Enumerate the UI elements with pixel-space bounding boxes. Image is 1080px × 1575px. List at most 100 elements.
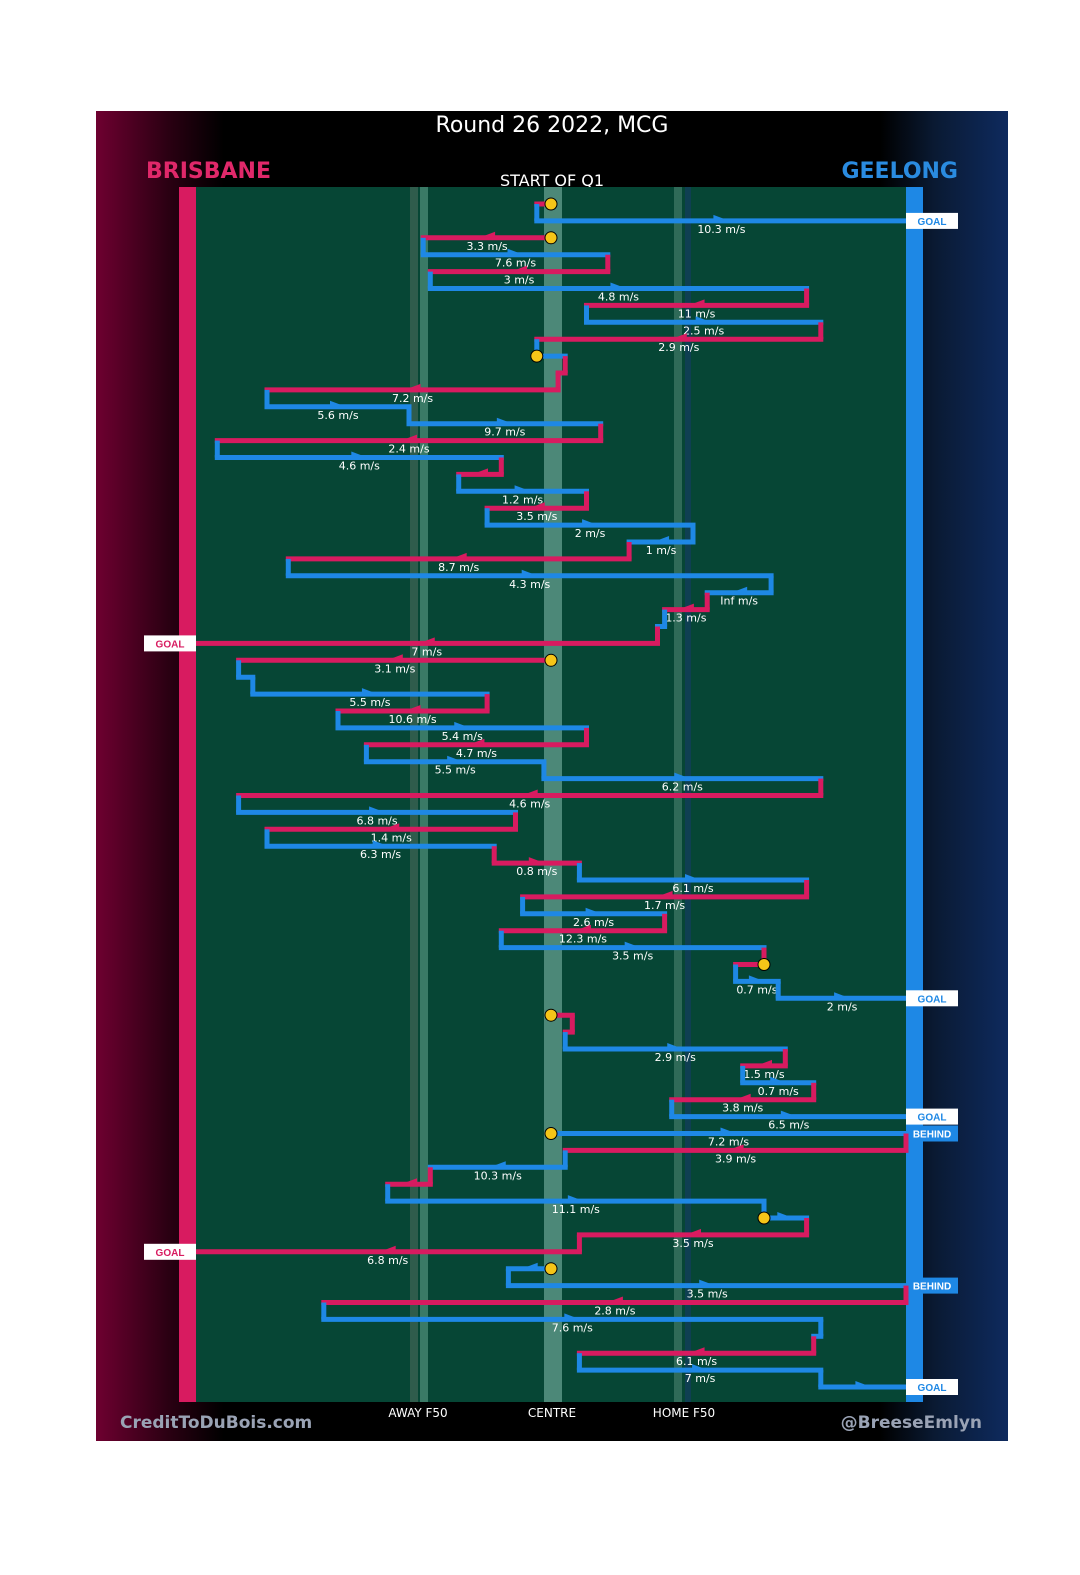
speed-label: 1.5 m/s: [743, 1068, 784, 1081]
speed-label: 3.5 m/s: [516, 510, 557, 523]
direction-arrow: [567, 1195, 584, 1202]
direction-arrow: [606, 1296, 623, 1303]
speed-label: 2.6 m/s: [573, 916, 614, 929]
stoppage-marker: [544, 1127, 558, 1140]
stoppage-marker: [544, 231, 558, 245]
direction-arrow: [404, 705, 421, 711]
speed-label: 5.5 m/s: [349, 696, 390, 709]
direction-arrow: [418, 637, 435, 644]
speed-label: 4.6 m/s: [339, 460, 380, 473]
direction-arrow: [656, 890, 673, 897]
speed-label: 3.5 m/s: [672, 1237, 713, 1250]
direction-arrow: [379, 1245, 396, 1252]
direction-arrow: [855, 1381, 872, 1387]
direction-arrow: [770, 1076, 787, 1083]
direction-arrow: [369, 806, 386, 813]
direction-arrow: [674, 772, 691, 779]
speed-label: 7 m/s: [685, 1372, 716, 1385]
result-tag-box: [906, 1125, 958, 1142]
direction-arrow: [521, 569, 538, 576]
direction-arrow: [610, 282, 627, 289]
direction-arrow: [734, 1093, 751, 1100]
direction-arrow: [653, 536, 670, 542]
direction-arrow: [834, 992, 851, 999]
direction-arrow: [720, 1127, 737, 1134]
direction-arrow: [670, 333, 687, 340]
result-tag-text: GOAL: [918, 994, 947, 1005]
credit-text: CreditToDuBois.com: [120, 1413, 313, 1433]
direction-arrow: [489, 1161, 506, 1168]
speed-label: 7.2 m/s: [392, 392, 433, 405]
direction-arrow: [574, 924, 591, 931]
speed-label: 7.6 m/s: [495, 257, 536, 270]
direction-arrow: [695, 316, 712, 323]
stoppage-marker: [544, 653, 558, 667]
speed-label: 3.9 m/s: [715, 1152, 756, 1165]
stoppage-marker: [544, 197, 558, 211]
direction-arrow: [624, 941, 641, 948]
speed-label: 6.3 m/s: [360, 848, 401, 861]
result-tag-text: GOAL: [918, 1113, 947, 1124]
direction-arrow: [361, 688, 378, 695]
direction-arrow: [692, 1364, 709, 1371]
speed-label: 3.5 m/s: [612, 950, 653, 963]
speed-label: 7.2 m/s: [708, 1136, 749, 1149]
result-tag: GOAL: [144, 635, 196, 652]
direction-arrow: [454, 721, 471, 728]
speed-label: 2 m/s: [827, 1000, 858, 1013]
speed-label: 6.8 m/s: [367, 1254, 408, 1267]
x-tick-label: AWAY F50: [388, 1406, 447, 1420]
speed-label: 10.3 m/s: [697, 223, 745, 236]
speed-label: 0.7 m/s: [736, 983, 777, 996]
speed-label: 6.1 m/s: [676, 1355, 717, 1368]
direction-arrow: [401, 434, 417, 441]
speed-label: Inf m/s: [720, 595, 758, 608]
direction-arrow: [677, 603, 694, 610]
direction-arrow: [330, 400, 346, 407]
speed-label: 2.5 m/s: [683, 324, 724, 337]
speed-label: 5.5 m/s: [435, 764, 476, 777]
team-label-geelong: GEELONG: [841, 159, 958, 184]
speed-label: 2.8 m/s: [594, 1305, 635, 1318]
x-tick-label: HOME F50: [653, 1406, 715, 1420]
direction-arrow: [528, 502, 545, 509]
speed-label: 10.3 m/s: [474, 1169, 522, 1182]
speed-label: 5.4 m/s: [442, 730, 483, 743]
speed-label: 4.7 m/s: [456, 747, 497, 760]
direction-arrow: [514, 485, 531, 492]
direction-arrow: [685, 874, 701, 880]
direction-arrow: [528, 857, 545, 864]
speed-label: 1 m/s: [646, 544, 677, 557]
result-tag: GOAL: [906, 990, 958, 1007]
stoppage-marker: [530, 349, 544, 363]
direction-arrow: [748, 975, 765, 982]
result-tag-text: GOAL: [156, 639, 185, 650]
speed-label: 11 m/s: [678, 307, 716, 320]
result-tag-box: [144, 635, 196, 652]
direction-arrow: [472, 468, 488, 475]
direction-arrow: [450, 552, 467, 559]
speed-label: 11.1 m/s: [552, 1203, 600, 1216]
brisbane-goal-line: [179, 187, 196, 1402]
speed-label: 10.6 m/s: [388, 713, 436, 726]
direction-arrow: [511, 265, 528, 272]
direction-arrow: [731, 586, 748, 593]
result-tag-text: GOAL: [918, 217, 947, 228]
result-tag: GOAL: [906, 1108, 958, 1125]
stoppage-marker: [757, 1211, 771, 1225]
speed-label: 7 m/s: [411, 645, 442, 658]
speed-label: 0.8 m/s: [516, 865, 557, 878]
stoppage-marker: [757, 958, 771, 971]
speed-label: 4.8 m/s: [598, 291, 639, 304]
stoppage-marker: [544, 1262, 558, 1276]
result-tag-box: [144, 1243, 196, 1260]
direction-arrow: [582, 519, 599, 526]
result-tag-box: [906, 1277, 958, 1294]
direction-arrow: [401, 1178, 417, 1185]
speed-label: 2 m/s: [575, 527, 606, 540]
result-tag-box: [906, 212, 958, 229]
speed-label: 3 m/s: [504, 274, 535, 287]
speed-label: 2.9 m/s: [655, 1051, 696, 1064]
speed-label: 1.2 m/s: [502, 493, 543, 506]
